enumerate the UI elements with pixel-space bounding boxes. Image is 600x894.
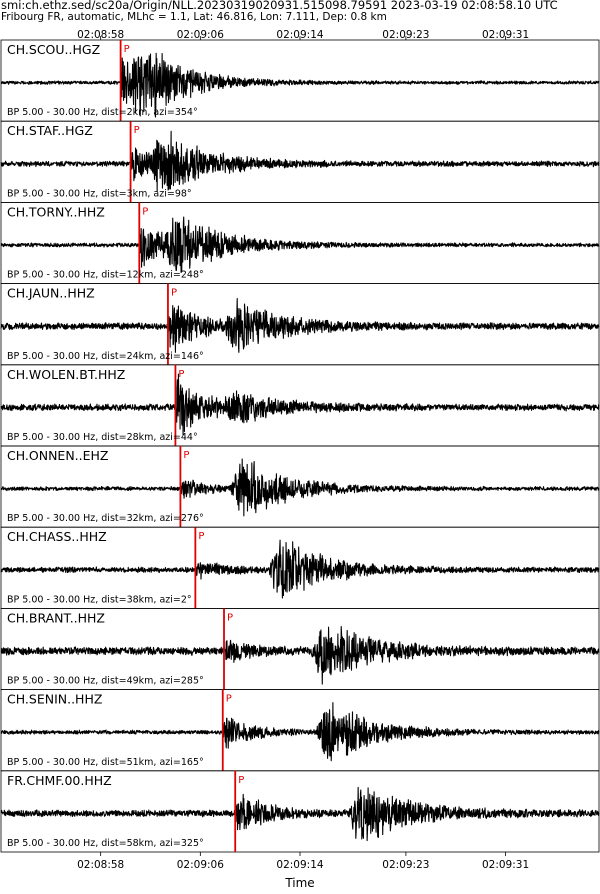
trace-panel: P CH.SCOU..HGZ BP 5.00 - 30.00 Hz, dist=2k… bbox=[0, 39, 600, 122]
figure-title: smi:ch.ethz.sed/sc20a/Origin/NLL.2023031… bbox=[1, 0, 558, 12]
station-label: CH.ONNEN..EHZ bbox=[7, 448, 108, 463]
bottom-tick-label: 02:08:58 bbox=[77, 859, 124, 871]
station-label: FR.CHMF.00.HHZ bbox=[7, 773, 112, 788]
top-axis-ticks: 02:08:58 02:09:06 02:09:14 02:09:23 02:09:31 bbox=[77, 29, 529, 41]
top-tick-label: 02:09:31 bbox=[482, 29, 529, 41]
bottom-tick-label: 02:09:06 bbox=[177, 859, 224, 871]
p-pick-label: P bbox=[142, 206, 148, 217]
waveform-line bbox=[0, 786, 600, 842]
trace-panel: P FR.CHMF.00.HHZ BP 5.00 - 30.00 Hz, dist=… bbox=[0, 770, 600, 853]
filter-label: BP 5.00 - 30.00 Hz, dist=49km, azi=285° bbox=[7, 676, 204, 687]
waveform-line bbox=[0, 702, 600, 762]
waveform-line bbox=[0, 298, 600, 353]
station-label: CH.SCOU..HGZ bbox=[7, 42, 100, 57]
filter-label: BP 5.00 - 30.00 Hz, dist=12km, azi=248° bbox=[7, 270, 204, 281]
top-tick-label: 02:08:58 bbox=[77, 29, 124, 41]
x-axis-label: Time bbox=[284, 876, 314, 890]
station-label: CH.TORNY..HHZ bbox=[7, 204, 105, 219]
waveform-line bbox=[0, 626, 600, 685]
waveform-line bbox=[0, 52, 600, 118]
figure-subtitle: Fribourg FR, automatic, MLhc = 1.1, Lat:… bbox=[1, 11, 387, 23]
waveform-line bbox=[0, 130, 600, 193]
trace-panel: P CH.JAUN..HHZ BP 5.00 - 30.00 Hz, dist=24… bbox=[0, 283, 600, 366]
filter-label: BP 5.00 - 30.00 Hz, dist=2km, azi=354° bbox=[7, 107, 198, 118]
p-pick-label: P bbox=[238, 775, 244, 786]
trace-panel: P CH.SENIN..HHZ BP 5.00 - 30.00 Hz, dist=5… bbox=[0, 689, 600, 772]
trace-panel: P CH.TORNY..HHZ BP 5.00 - 30.00 Hz, dist=1… bbox=[0, 201, 600, 284]
filter-label: BP 5.00 - 30.00 Hz, dist=38km, azi=2° bbox=[7, 594, 192, 605]
p-pick-label: P bbox=[171, 288, 177, 299]
bottom-tick-label: 02:09:14 bbox=[276, 859, 323, 871]
p-pick-label: P bbox=[227, 612, 233, 623]
waveform-line bbox=[0, 539, 600, 599]
p-pick-label: P bbox=[198, 531, 204, 542]
p-pick-label: P bbox=[183, 450, 189, 461]
filter-label: BP 5.00 - 30.00 Hz, dist=51km, azi=165° bbox=[7, 757, 204, 768]
filter-label: BP 5.00 - 30.00 Hz, dist=32km, azi=276° bbox=[7, 513, 204, 524]
trace-panel: P CH.WOLEN.BT.HHZ BP 5.00 - 30.00 Hz, dist… bbox=[0, 364, 600, 447]
top-tick-label: 02:09:23 bbox=[382, 29, 429, 41]
top-tick-label: 02:09:14 bbox=[276, 29, 323, 41]
station-label: CH.WOLEN.BT.HHZ bbox=[7, 367, 125, 382]
bottom-axis-ticks: 02:08:58 02:09:06 02:09:14 02:09:23 02:09:31 bbox=[77, 852, 529, 871]
p-pick-label: P bbox=[134, 125, 140, 136]
waveform-line bbox=[0, 216, 600, 273]
station-label: CH.BRANT..HHZ bbox=[7, 610, 105, 625]
filter-label: BP 5.00 - 30.00 Hz, dist=24km, azi=146° bbox=[7, 351, 204, 362]
p-pick-label: P bbox=[178, 369, 184, 380]
bottom-tick-label: 02:09:23 bbox=[382, 859, 429, 871]
p-pick-label: P bbox=[226, 694, 232, 705]
station-label: CH.STAF..HGZ bbox=[7, 123, 93, 138]
station-label: CH.CHASS..HHZ bbox=[7, 529, 107, 544]
top-tick-label: 02:09:06 bbox=[177, 29, 224, 41]
trace-panels: P CH.SCOU..HGZ BP 5.00 - 30.00 Hz, dist=2k… bbox=[0, 39, 600, 853]
waveform-line bbox=[0, 373, 600, 436]
trace-panel: P CH.BRANT..HHZ BP 5.00 - 30.00 Hz, dist=4… bbox=[0, 608, 600, 691]
trace-panel: P CH.STAF..HGZ BP 5.00 - 30.00 Hz, dist=3k… bbox=[0, 120, 600, 203]
filter-label: BP 5.00 - 30.00 Hz, dist=28km, azi=44° bbox=[7, 432, 198, 443]
trace-panel: P CH.ONNEN..EHZ BP 5.00 - 30.00 Hz, dist=3… bbox=[0, 445, 600, 528]
filter-label: BP 5.00 - 30.00 Hz, dist=3km, azi=98° bbox=[7, 188, 192, 199]
station-label: CH.JAUN..HHZ bbox=[7, 286, 95, 301]
p-pick-label: P bbox=[124, 44, 130, 55]
filter-label: BP 5.00 - 30.00 Hz, dist=58km, azi=325° bbox=[7, 838, 204, 849]
waveform-line bbox=[0, 458, 600, 517]
station-label: CH.SENIN..HHZ bbox=[7, 692, 102, 707]
bottom-tick-label: 02:09:31 bbox=[482, 859, 529, 871]
trace-panel: P CH.CHASS..HHZ BP 5.00 - 30.00 Hz, dist=3… bbox=[0, 526, 600, 609]
